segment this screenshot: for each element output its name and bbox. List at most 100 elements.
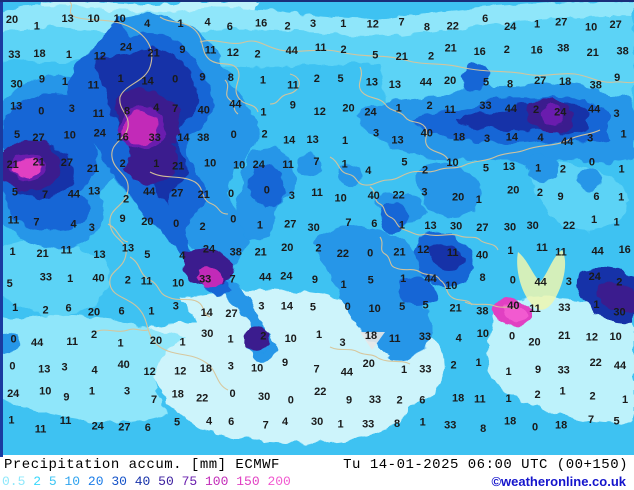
svg-text:7: 7 [313,156,319,168]
svg-text:44: 44 [229,98,242,110]
svg-text:2: 2 [537,187,543,199]
svg-text:1: 1 [535,163,541,175]
svg-text:11: 11 [474,394,486,406]
svg-text:38: 38 [616,46,628,58]
svg-text:5: 5 [399,301,405,313]
svg-text:12: 12 [94,50,106,62]
svg-text:20: 20 [528,337,540,349]
svg-text:1: 1 [591,214,597,226]
svg-text:40: 40 [507,300,519,312]
svg-text:21: 21 [198,189,210,201]
svg-text:44: 44 [286,45,299,57]
svg-text:13: 13 [503,161,515,173]
svg-text:20: 20 [88,306,100,318]
svg-text:44: 44 [505,103,518,115]
svg-text:7: 7 [263,419,269,431]
svg-text:1: 1 [62,76,68,88]
svg-text:5: 5 [614,416,620,428]
svg-text:3: 3 [289,190,295,202]
svg-text:3: 3 [69,103,75,115]
svg-text:11: 11 [141,275,153,287]
svg-text:13: 13 [424,220,436,232]
svg-text:11: 11 [282,159,294,171]
svg-text:1: 1 [9,246,15,258]
svg-text:1: 1 [560,386,566,398]
svg-text:30: 30 [307,222,319,234]
svg-text:21: 21 [172,161,184,173]
svg-text:11: 11 [529,303,541,315]
svg-text:9: 9 [179,44,185,56]
svg-text:2: 2 [42,305,48,317]
svg-text:4: 4 [92,365,99,377]
svg-text:22: 22 [392,189,404,201]
svg-text:10: 10 [87,13,99,25]
svg-text:22: 22 [590,357,602,369]
svg-text:11: 11 [287,80,299,92]
svg-text:9: 9 [39,74,45,86]
svg-text:11: 11 [88,80,100,92]
svg-text:21: 21 [445,43,457,55]
svg-text:3: 3 [124,386,130,398]
svg-text:21: 21 [7,159,19,171]
svg-text:7: 7 [230,274,236,286]
svg-text:9: 9 [614,72,620,84]
svg-text:33: 33 [444,420,456,432]
svg-text:4: 4 [282,416,289,428]
svg-text:18: 18 [200,363,212,375]
svg-text:1: 1 [399,219,405,231]
svg-text:0: 0 [172,73,178,85]
svg-text:4: 4 [204,16,211,28]
svg-text:1: 1 [89,385,95,397]
svg-text:8: 8 [479,272,485,284]
svg-text:13: 13 [61,13,73,25]
svg-text:22: 22 [447,20,459,32]
svg-text:16: 16 [531,45,543,57]
svg-text:10: 10 [477,328,489,340]
svg-text:30: 30 [201,328,213,340]
svg-text:10: 10 [445,280,457,292]
svg-text:4: 4 [153,102,160,114]
svg-text:11: 11 [447,247,459,259]
svg-text:13: 13 [389,79,401,91]
svg-text:3: 3 [340,337,346,349]
svg-text:11: 11 [444,104,456,116]
svg-text:44: 44 [68,189,81,201]
svg-text:0: 0 [288,394,294,406]
svg-text:1: 1 [316,329,322,341]
svg-text:5: 5 [483,77,489,89]
svg-text:6: 6 [66,302,72,314]
svg-text:5: 5 [368,275,374,287]
svg-text:4: 4 [179,250,186,262]
svg-text:21: 21 [558,330,570,342]
svg-text:10: 10 [446,157,458,169]
svg-text:11: 11 [536,242,548,254]
svg-text:5: 5 [401,157,407,169]
svg-text:1: 1 [400,273,406,285]
svg-text:38: 38 [476,305,488,317]
svg-text:38: 38 [557,42,569,54]
svg-text:9: 9 [199,72,205,84]
svg-text:0: 0 [510,275,516,287]
svg-text:2: 2 [589,390,595,402]
svg-text:5: 5 [338,73,344,85]
svg-text:8: 8 [507,79,513,91]
svg-text:18: 18 [453,131,465,143]
svg-text:27: 27 [284,218,296,230]
svg-text:7: 7 [151,394,157,406]
svg-text:1: 1 [260,74,266,86]
svg-text:22: 22 [196,393,208,405]
svg-text:12: 12 [367,19,379,31]
svg-text:24: 24 [253,159,266,171]
svg-text:33: 33 [558,302,570,314]
svg-text:10: 10 [172,278,184,290]
svg-text:30: 30 [311,416,323,428]
svg-text:27: 27 [118,421,130,433]
svg-text:27: 27 [534,75,546,87]
svg-text:4: 4 [456,332,463,344]
svg-text:6: 6 [482,13,488,25]
svg-text:44: 44 [614,360,627,372]
svg-text:1: 1 [621,128,627,140]
svg-text:1: 1 [593,299,599,311]
svg-text:3: 3 [173,301,179,313]
svg-text:13: 13 [391,135,403,147]
